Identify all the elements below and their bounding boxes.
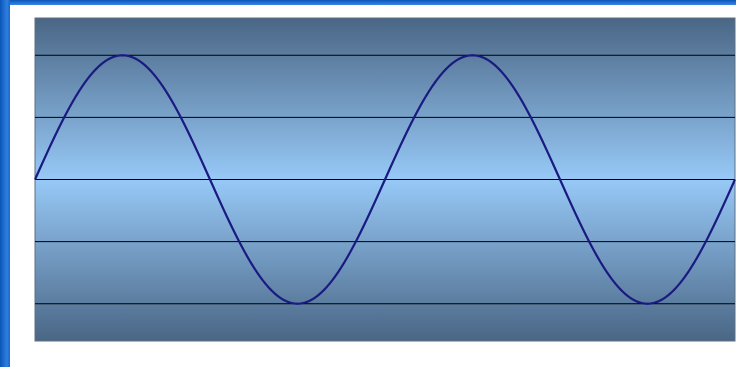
series-line-0 (33, 54, 736, 305)
top-accent-bar (0, 0, 736, 5)
left-accent-bar (0, 0, 10, 367)
series-layer (33, 54, 736, 305)
gridlines (35, 54, 735, 305)
